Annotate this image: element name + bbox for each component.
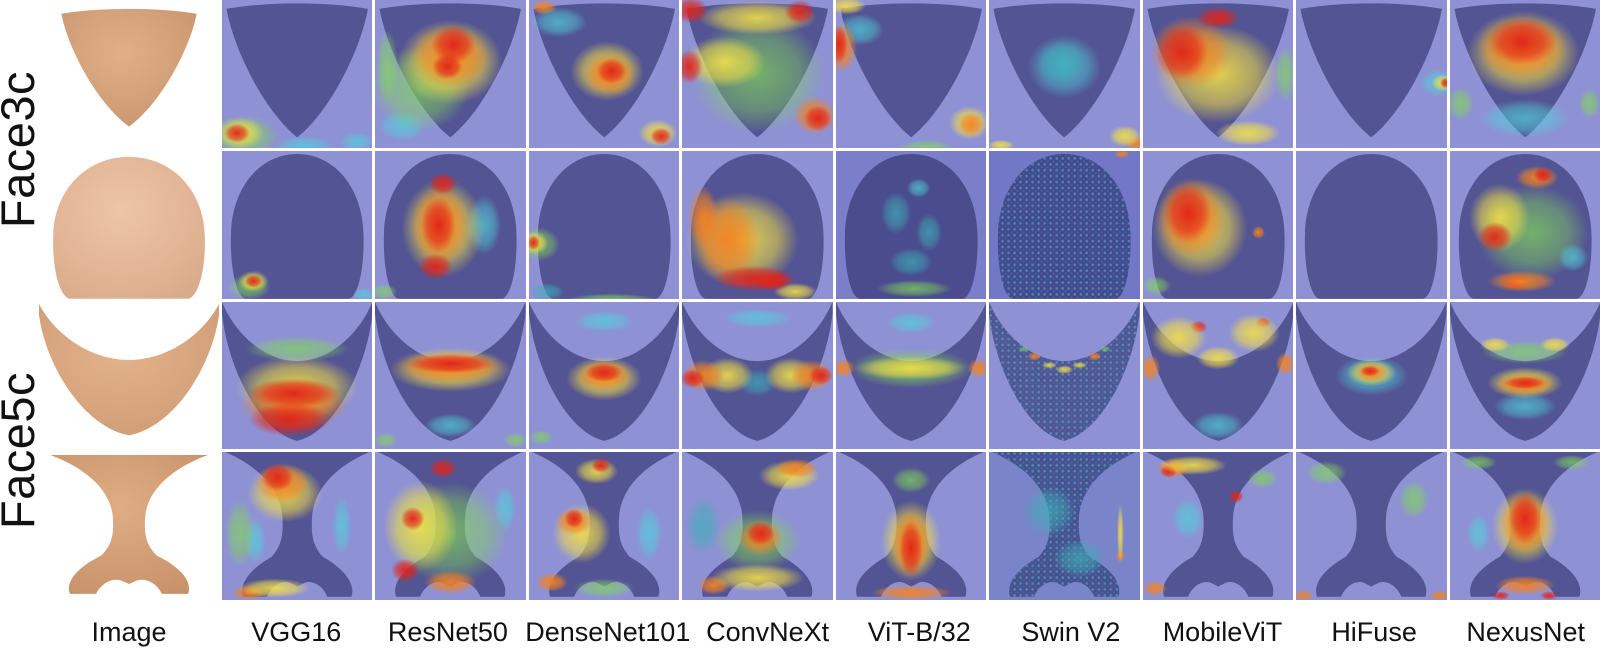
heatmap-face3c-2-hifuse: [1296, 150, 1447, 299]
heatmap-overlay: [682, 150, 833, 299]
heatmap-overlay: [1449, 301, 1600, 450]
row-group-label-face3c-text: Face3c: [0, 70, 36, 228]
heatmap-face5c-1-mobilevit: [1142, 301, 1294, 450]
heatmap-face5c-1-hifuse: [1296, 301, 1447, 450]
heatmap-overlay: [528, 0, 680, 148]
heatmap-face5c-1-vitb32: [835, 301, 987, 450]
source-image-face5c-1: [39, 301, 219, 450]
heatmap-face3c-2-vitb32: [835, 150, 987, 299]
column-label-resnet50: ResNet50: [387, 616, 508, 647]
heatmap-face5c-2-vitb32: [835, 452, 987, 600]
figure-grid: Face3c Face5c: [0, 0, 1600, 600]
heatmap-overlay: [375, 0, 526, 148]
column-labels: Image VGG16 ResNet50 DenseNet101 ConvNeX…: [0, 600, 1600, 664]
heatmap-overlay: [1296, 301, 1447, 450]
patch-silhouette: [1304, 153, 1438, 299]
heatmap-face3c-1-convnext: [682, 0, 833, 148]
heatmap-overlay: [528, 301, 680, 450]
heatmap-face3c-1-densenet101: [528, 0, 680, 148]
heatmap-overlay: [375, 452, 526, 600]
heatmap-face5c-1-convnext: [682, 301, 833, 450]
heatmap-overlay: [222, 0, 373, 148]
skin-patch-shape: [53, 156, 205, 299]
column-label-vgg16: VGG16: [251, 616, 342, 647]
heatmap-face3c-1-vitb32: [835, 0, 987, 148]
heatmap-face3c-1-resnet50: [375, 0, 526, 148]
heatmap-face5c-1-nexusnet: [1449, 301, 1600, 450]
heatmap-overlay: [682, 452, 833, 600]
heatmap-overlay: [989, 452, 1140, 600]
heatmap-face3c-2-mobilevit: [1142, 150, 1294, 299]
heatmap-overlay: [1142, 301, 1294, 450]
heatmap-overlay: [1142, 150, 1294, 299]
heatmap-face5c-2-convnext: [682, 452, 833, 600]
column-label-mobilevit: MobileViT: [1162, 616, 1283, 647]
heatmap-face5c-1-swinv2: [989, 301, 1140, 450]
heatmap-face3c-1-vgg16: [222, 0, 373, 148]
column-label-hifuse: HiFuse: [1331, 616, 1417, 647]
skin-patch-shape: [61, 8, 197, 127]
column-label-convnext: ConvNeXt: [706, 616, 830, 647]
row-group-label-face3c: Face3c: [0, 0, 36, 299]
column-label-densenet101: DenseNet101: [525, 616, 691, 647]
heatmap-overlay: [528, 452, 680, 600]
heatmap-face5c-2-swinv2: [989, 452, 1140, 600]
heatmap-overlay: [375, 301, 526, 450]
heatmap-overlay: [1296, 151, 1446, 299]
heatmap-face5c-2-mobilevit: [1142, 452, 1294, 600]
heatmap-overlay: [1142, 452, 1294, 600]
heatmap-face5c-1-densenet101: [528, 301, 680, 450]
heatmap-face3c-2-swinv2: [989, 150, 1140, 299]
column-label-image: Image: [91, 616, 167, 647]
heatmap-overlay: [1296, 0, 1447, 148]
heatmap-overlay: [682, 0, 833, 148]
heatmap-overlay: [835, 301, 987, 450]
heatmap-face3c-2-densenet101: [528, 150, 680, 299]
heatmap-face3c-1-hifuse: [1296, 0, 1447, 148]
heatmap-face5c-1-resnet50: [375, 301, 526, 450]
heatmap-overlay: [989, 301, 1140, 450]
column-label-swin-v2: Swin V2: [1021, 616, 1121, 647]
heatmap-overlay: [222, 452, 373, 600]
heatmap-face3c-2-vgg16: [222, 150, 373, 299]
source-image-face5c-2: [39, 452, 219, 600]
heatmap-face3c-2-resnet50: [375, 150, 526, 299]
column-label-nexusnet: NexusNet: [1466, 616, 1585, 647]
heatmap-face5c-2-resnet50: [375, 452, 526, 600]
heatmap-overlay: [835, 452, 987, 600]
heatmap-face5c-2-nexusnet: [1449, 452, 1600, 600]
heatmap-overlay: [1449, 452, 1600, 600]
heatmap-overlay: [835, 150, 987, 299]
skin-patch-shape: [39, 303, 219, 435]
heatmap-face5c-2-hifuse: [1296, 452, 1447, 600]
skin-patch-shape: [50, 455, 208, 595]
heatmap-overlay: [989, 0, 1140, 148]
heatmap-face5c-2-vgg16: [222, 452, 373, 600]
heatmap-face5c-2-densenet101: [528, 452, 680, 600]
heatmap-overlay: [528, 150, 680, 299]
heatmap-overlay: [1142, 0, 1294, 148]
source-image-face3c-1: [39, 0, 219, 148]
heatmap-overlay: [1449, 150, 1600, 299]
heatmap-face3c-1-nexusnet: [1449, 0, 1600, 148]
heatmap-overlay: [682, 301, 833, 450]
heatmap-overlay: [1296, 452, 1447, 600]
heatmap-face3c-2-convnext: [682, 150, 833, 299]
heatmap-overlay: [1449, 0, 1600, 148]
heatmap-overlay: [375, 150, 526, 299]
heatmap-overlay: [835, 0, 987, 148]
heatmap-face5c-1-vgg16: [222, 301, 373, 450]
row-group-label-face5c: Face5c: [0, 301, 36, 600]
heatmap-face3c-1-mobilevit: [1142, 0, 1294, 148]
column-label-vit-b32: ViT-B/32: [867, 616, 971, 647]
heatmap-face3c-1-swinv2: [989, 0, 1140, 148]
row-group-label-face5c-text: Face5c: [0, 372, 36, 530]
source-image-face3c-2: [39, 150, 219, 299]
heatmap-overlay: [989, 150, 1140, 299]
heatmap-face3c-2-nexusnet: [1449, 150, 1600, 299]
heatmap-overlay: [222, 150, 373, 299]
heatmap-overlay: [222, 301, 373, 450]
